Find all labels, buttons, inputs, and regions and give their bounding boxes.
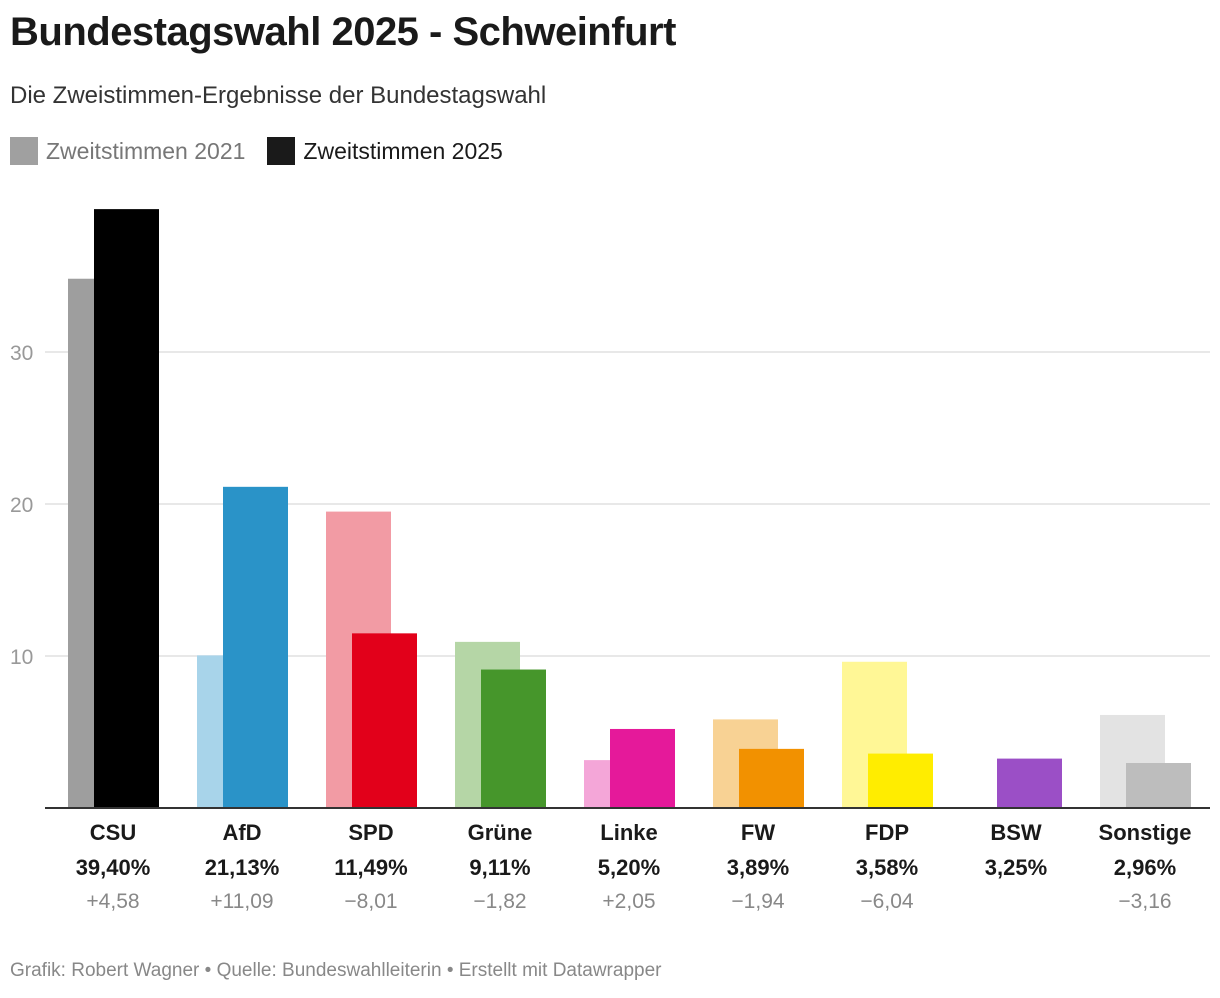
bar-2025-1 <box>223 486 288 808</box>
bar-chart: 10 20 30 CSU 39,40% +4,58 AfD 21,13% +11,09 SPD 11… <box>10 209 1210 913</box>
chart-title: Bundestagswahl 2025 - Schweinfurt <box>10 10 676 54</box>
category-label-1: AfD <box>222 820 261 845</box>
legend-item-2021: Zweitstimmen 2021 <box>10 137 245 165</box>
category-label-2: SPD <box>348 820 393 845</box>
legend-label-2025: Zweitstimmen 2025 <box>303 137 503 164</box>
change-label-8: −3,16 <box>1118 890 1171 913</box>
bar-2025-4 <box>610 728 675 808</box>
value-label-1: 21,13% <box>205 855 280 880</box>
category-label-3: Grüne <box>468 820 533 845</box>
bar-2025-8 <box>1126 763 1191 808</box>
bar-2025-7 <box>997 758 1062 808</box>
y-tick-10: 10 <box>10 646 33 669</box>
value-label-6: 3,58% <box>856 855 918 880</box>
chart-footer: Grafik: Robert Wagner • Quelle: Bundeswa… <box>10 960 662 981</box>
category-label-8: Sonstige <box>1099 820 1192 845</box>
y-tick-30: 30 <box>10 342 33 365</box>
value-label-5: 3,89% <box>727 855 789 880</box>
bar-2025-6 <box>868 753 933 808</box>
change-label-3: −1,82 <box>473 890 526 913</box>
bar-2025-5 <box>739 748 804 808</box>
value-label-4: 5,20% <box>598 855 660 880</box>
bar-2025-3 <box>481 669 546 808</box>
legend-label-2021: Zweitstimmen 2021 <box>46 137 246 164</box>
change-label-4: +2,05 <box>602 890 655 913</box>
bar-2025-2 <box>352 633 417 808</box>
value-label-3: 9,11% <box>469 855 530 880</box>
legend-item-2025: Zweitstimmen 2025 <box>267 137 503 165</box>
legend: Zweitstimmen 2021 Zweitstimmen 2025 <box>10 137 503 165</box>
change-label-2: −8,01 <box>344 890 397 913</box>
category-label-6: FDP <box>865 820 909 845</box>
legend-swatch-2025 <box>267 137 296 165</box>
change-label-5: −1,94 <box>731 890 784 913</box>
chart-subtitle: Die Zweistimmen-Ergebnisse der Bundestag… <box>10 82 547 109</box>
y-tick-20: 20 <box>10 494 33 517</box>
change-label-1: +11,09 <box>210 890 273 913</box>
category-label-7: BSW <box>990 820 1042 845</box>
change-label-6: −6,04 <box>860 890 913 913</box>
value-label-8: 2,96% <box>1114 855 1176 880</box>
value-label-0: 39,40% <box>76 855 151 880</box>
change-label-0: +4,58 <box>86 890 139 913</box>
category-label-4: Linke <box>600 820 657 845</box>
category-label-0: CSU <box>90 820 136 845</box>
value-label-7: 3,25% <box>985 855 1047 880</box>
category-label-5: FW <box>741 820 775 845</box>
bar-2025-0 <box>94 209 159 808</box>
legend-swatch-2021 <box>10 137 38 165</box>
value-label-2: 11,49% <box>334 855 407 880</box>
